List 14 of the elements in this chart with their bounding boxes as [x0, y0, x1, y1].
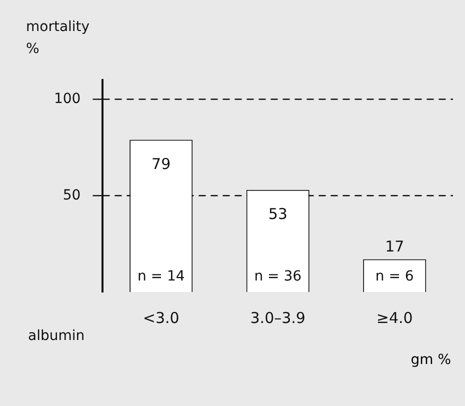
data-label: 17	[385, 238, 404, 256]
annotation: n = 36	[254, 268, 302, 285]
x-tick-label: ≥4.0	[376, 308, 413, 327]
text: gm %	[410, 352, 451, 368]
x-tick-label: <3.0	[142, 308, 180, 327]
data-label: 53	[268, 205, 288, 224]
annotation: n = 14	[137, 268, 185, 285]
x-tick-label: 3.0–3.9	[250, 308, 306, 327]
y-tick-label: 50	[62, 187, 81, 204]
annotation: n = 6	[375, 268, 414, 285]
y-axis-title: mortality %	[26, 18, 91, 59]
data-label: 79	[152, 155, 171, 174]
x-axis-title: albumin	[28, 328, 85, 344]
y-tick-label: 100	[54, 90, 81, 107]
